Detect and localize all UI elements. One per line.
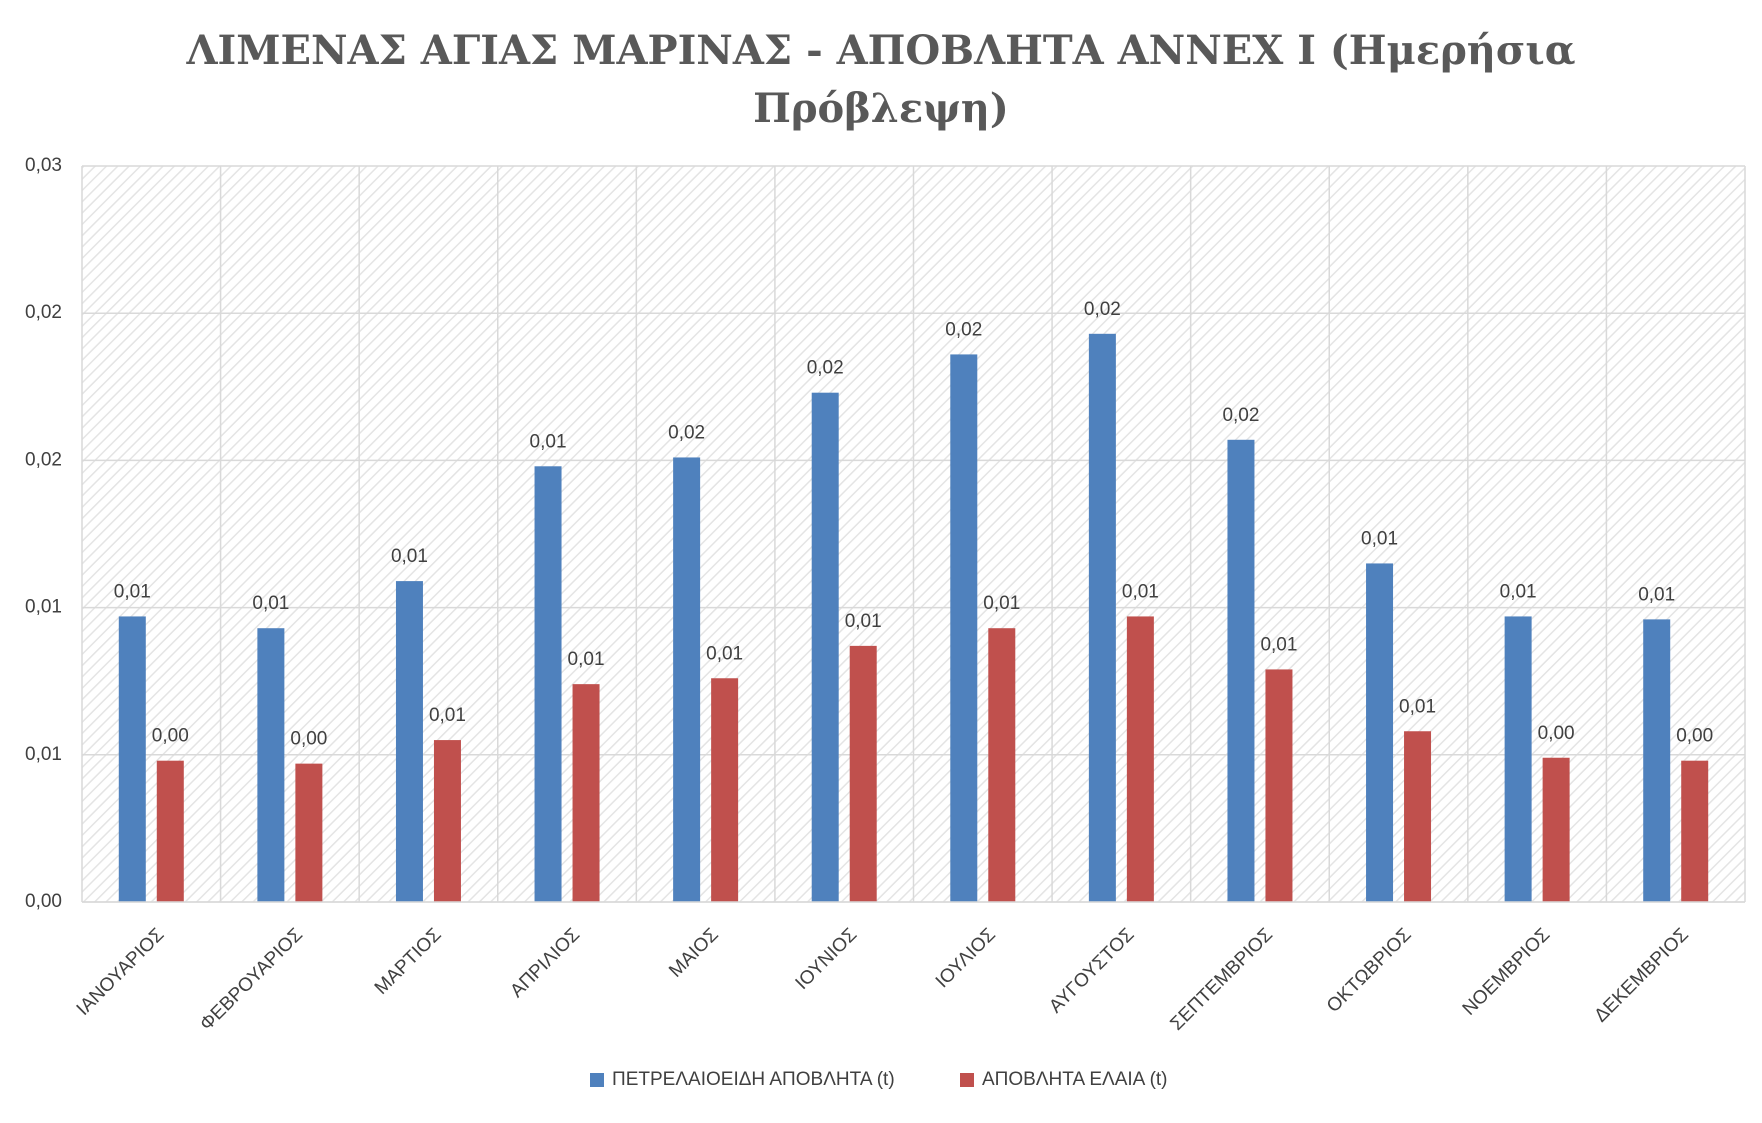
bar — [118, 616, 146, 902]
data-label: 0,01 — [1361, 528, 1398, 549]
data-label: 0,01 — [429, 705, 466, 726]
x-tick-label: ΟΚΤΩΒΡΙΟΣ — [1323, 924, 1416, 1017]
data-label: 0,02 — [668, 422, 705, 443]
legend-label: ΠΕΤΡΕΛΑΙΟΕΙΔΗ ΑΠΟΒΛΗΤΑ (t) — [612, 1069, 895, 1090]
data-label: 0,00 — [152, 726, 189, 747]
x-tick-label: ΑΥΓΟΥΣΤΟΣ — [1045, 924, 1138, 1017]
data-label: 0,01 — [114, 581, 151, 602]
data-label: 0,01 — [706, 643, 743, 664]
data-label: 0,01 — [1638, 584, 1675, 605]
bar — [1681, 760, 1709, 902]
data-label: 0,01 — [391, 546, 428, 567]
bar — [534, 466, 562, 902]
bar — [1404, 731, 1432, 902]
legend-label: ΑΠΟΒΛΗΤΑ ΕΛΑΙΑ (t) — [982, 1069, 1168, 1090]
bar — [295, 763, 323, 902]
x-tick-label: ΙΟΥΛΙΟΣ — [932, 924, 1000, 992]
bar — [849, 645, 877, 902]
bar — [1504, 616, 1532, 902]
bar — [395, 581, 423, 902]
data-label: 0,02 — [945, 319, 982, 340]
bar — [257, 628, 285, 902]
data-label: 0,02 — [1222, 405, 1259, 426]
bar — [950, 354, 978, 902]
legend-swatch — [590, 1073, 604, 1087]
data-label: 0,02 — [1084, 299, 1121, 320]
data-label: 0,00 — [290, 729, 327, 750]
x-tick-label: ΑΠΡΙΛΙΟΣ — [506, 924, 584, 1002]
bar — [1643, 619, 1671, 902]
bar — [811, 392, 839, 902]
bar — [1542, 757, 1570, 902]
bar — [673, 457, 701, 902]
bar — [1088, 333, 1116, 903]
bar — [572, 684, 600, 902]
bar — [156, 760, 184, 902]
data-label: 0,01 — [983, 593, 1020, 614]
data-label: 0,00 — [1538, 723, 1575, 744]
data-label: 0,01 — [1399, 696, 1436, 717]
x-tick-label: ΜΑΙΟΣ — [665, 924, 722, 981]
y-tick-label: 0,03 — [25, 155, 62, 176]
bar — [433, 740, 461, 902]
legend-swatch — [960, 1073, 974, 1087]
bar — [1265, 669, 1293, 902]
bar — [988, 628, 1016, 902]
data-label: 0,01 — [845, 611, 882, 632]
data-label: 0,01 — [568, 649, 605, 670]
data-label: 0,02 — [807, 358, 844, 379]
y-tick-label: 0,01 — [25, 597, 62, 618]
data-label: 0,01 — [1122, 581, 1159, 602]
data-label: 0,01 — [1260, 634, 1297, 655]
data-label: 0,01 — [530, 431, 567, 452]
x-tick-label: ΝΟΕΜΒΡΙΟΣ — [1459, 924, 1555, 1020]
y-tick-label: 0,00 — [25, 891, 62, 912]
data-label: 0,00 — [1676, 726, 1713, 747]
bar — [711, 678, 739, 902]
x-tick-label: ΣΕΠΤΕΜΒΡΙΟΣ — [1166, 924, 1277, 1035]
x-tick-label: ΜΑΡΤΙΟΣ — [371, 924, 446, 999]
x-tick-label: ΦΕΒΡΟΥΑΡΙΟΣ — [196, 924, 307, 1035]
y-tick-label: 0,01 — [25, 744, 62, 765]
x-tick-label: ΙΑΝΟΥΑΡΙΟΣ — [73, 924, 169, 1020]
data-label: 0,01 — [252, 593, 289, 614]
y-tick-label: 0,02 — [25, 302, 62, 323]
bar — [1366, 563, 1394, 902]
bar — [1227, 439, 1255, 902]
x-tick-label: ΔΕΚΕΜΒΡΙΟΣ — [1590, 924, 1692, 1026]
chart-title: ΛΙΜΕΝΑΣ ΑΓΙΑΣ ΜΑΡΙΝΑΣ - ΑΠΟΒΛΗΤΑ ΑΝΝΕΧ Ι… — [186, 27, 1576, 132]
x-tick-label: ΙΟΥΝΙΟΣ — [792, 924, 862, 994]
data-label: 0,01 — [1500, 581, 1537, 602]
y-tick-label: 0,02 — [25, 449, 62, 470]
bar — [1126, 616, 1154, 902]
